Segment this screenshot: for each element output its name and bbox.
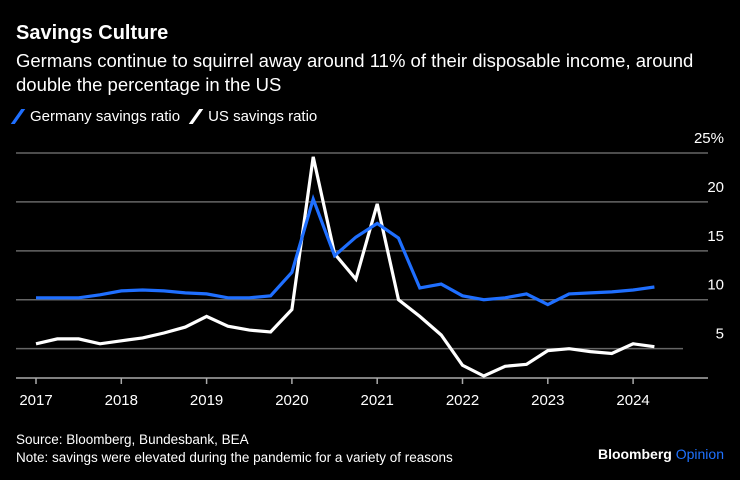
footnotes: Source: Bloomberg, Bundesbank, BEA Note:… <box>16 431 453 467</box>
x-tick-label: 2021 <box>361 392 394 409</box>
germany-series-line <box>36 193 655 307</box>
brand-logo: Bloomberg Opinion <box>598 446 724 462</box>
y-tick-label: 25% <box>694 130 724 147</box>
x-tick-label: 2018 <box>105 392 138 409</box>
y-tick-label: 15 <box>707 228 724 245</box>
source-text: Source: Bloomberg, Bundesbank, BEA <box>16 432 249 447</box>
y-tick-label: 10 <box>707 277 724 294</box>
brand-suffix: Opinion <box>675 446 724 462</box>
legend-item-germany: Germany savings ratio <box>10 108 181 125</box>
legend-item-us: US savings ratio <box>188 108 318 125</box>
brand-name: Bloomberg <box>597 446 672 462</box>
x-tick-label: 2024 <box>616 392 649 409</box>
x-tick-label: 2023 <box>531 392 564 409</box>
chart-subtitle: Germans continue to squirrel away around… <box>16 50 694 95</box>
legend-label-us: US savings ratio <box>208 108 318 125</box>
legend-label-germany: Germany savings ratio <box>30 108 181 125</box>
x-tick-label: 2017 <box>19 392 52 409</box>
chart-title: Savings Culture <box>16 22 169 44</box>
y-tick-label: 20 <box>707 179 724 196</box>
x-tick-label: 2019 <box>190 392 223 409</box>
y-tick-label: 5 <box>716 326 724 343</box>
legend: Germany savings ratio US savings ratio <box>10 108 318 125</box>
x-tick-label: 2022 <box>446 392 479 409</box>
note-text: Note: savings were elevated during the p… <box>16 450 453 465</box>
us-series-line <box>35 156 655 378</box>
x-tick-label: 2020 <box>275 392 308 409</box>
